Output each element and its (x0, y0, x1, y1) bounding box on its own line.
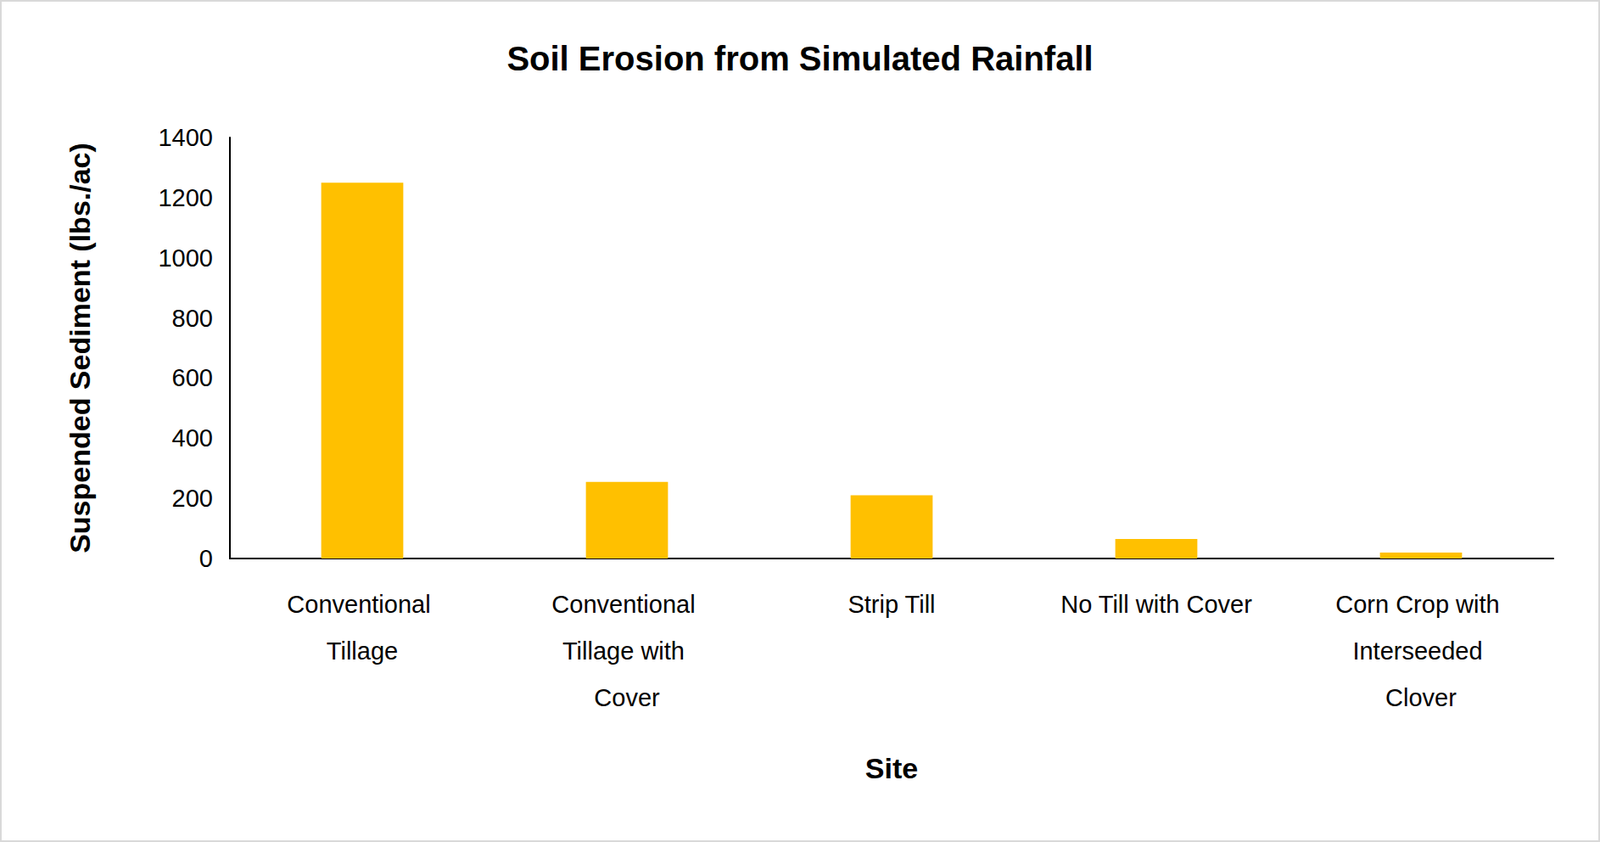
svg-text:Conventional: Conventional (551, 590, 702, 618)
svg-text:0: 0 (199, 544, 213, 572)
svg-text:400: 400 (172, 424, 213, 452)
svg-text:1200: 1200 (157, 184, 213, 212)
svg-text:Suspended Sediment (lbs./ac): Suspended Sediment (lbs./ac) (63, 142, 96, 554)
svg-text:No Till with Cover: No Till with Cover (1060, 590, 1253, 618)
svg-text:Conventional: Conventional (286, 590, 437, 618)
svg-text:Soil Erosion from Simulated Ra: Soil Erosion from Simulated Rainfall (506, 39, 1093, 78)
svg-text:Tillage: Tillage (326, 637, 398, 665)
svg-text:800: 800 (172, 304, 213, 332)
svg-text:Interseeded: Interseeded (1352, 637, 1489, 665)
svg-text:Corn Crop with: Corn Crop with (1335, 590, 1506, 618)
svg-text:Strip Till: Strip Till (847, 590, 935, 618)
svg-text:Cover: Cover (593, 683, 661, 711)
svg-text:Clover: Clover (1385, 683, 1457, 711)
svg-text:1000: 1000 (157, 244, 213, 272)
svg-text:1400: 1400 (157, 123, 213, 152)
svg-text:600: 600 (172, 363, 213, 392)
svg-text:200: 200 (172, 484, 213, 512)
svg-text:Site: Site (865, 751, 918, 784)
svg-text:Tillage with: Tillage with (562, 637, 692, 665)
